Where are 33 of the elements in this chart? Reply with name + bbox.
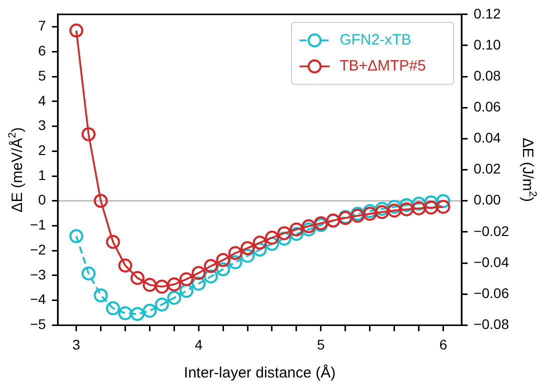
legend-label: TB+ΔMTP#5 <box>340 58 426 75</box>
legend-label: GFN2-xTB <box>340 32 412 49</box>
y2-tick-label: −0.08 <box>474 316 510 332</box>
x-tick-label: 5 <box>317 336 326 352</box>
y-tick-label: 2 <box>38 142 46 158</box>
x-axis-title: Inter-layer distance (Å) <box>184 363 336 382</box>
y2-tick-label: 0.12 <box>474 5 502 22</box>
y-tick-label: −3 <box>30 266 46 282</box>
y2-tick-label: −0.04 <box>474 254 510 270</box>
y-tick-label: 1 <box>38 166 46 183</box>
x-tick-label: 4 <box>194 336 203 352</box>
y-tick-label: 3 <box>38 117 46 134</box>
y2-tick-label: 0.00 <box>474 192 502 208</box>
y2-tick-label: 0.04 <box>474 130 502 146</box>
y2-tick-label: −0.06 <box>474 284 510 301</box>
y-tick-label: −4 <box>30 291 46 308</box>
y-tick-label: −5 <box>30 316 46 332</box>
y2-tick-label: 0.02 <box>474 160 502 177</box>
y-tick-label: 0 <box>38 192 46 208</box>
x-tick-label: 6 <box>439 336 448 352</box>
y2-tick-label: 0.10 <box>474 36 502 52</box>
y2-axis-title: ΔE (J/m2) <box>518 138 538 202</box>
y2-tick-label: −0.02 <box>474 222 510 239</box>
x-tick-label: 3 <box>72 336 80 352</box>
y-tick-label: −1 <box>30 216 46 233</box>
y2-tick-label: 0.06 <box>474 98 502 114</box>
y-axis-title: ΔE (meV/Å2) <box>6 127 26 212</box>
y2-tick-label: 0.08 <box>474 67 502 84</box>
y-tick-label: 6 <box>38 42 46 59</box>
y-tick-label: 4 <box>38 92 46 108</box>
y-tick-label: 5 <box>38 67 46 84</box>
y-tick-label: −2 <box>30 241 46 258</box>
y-tick-label: 7 <box>38 18 46 34</box>
